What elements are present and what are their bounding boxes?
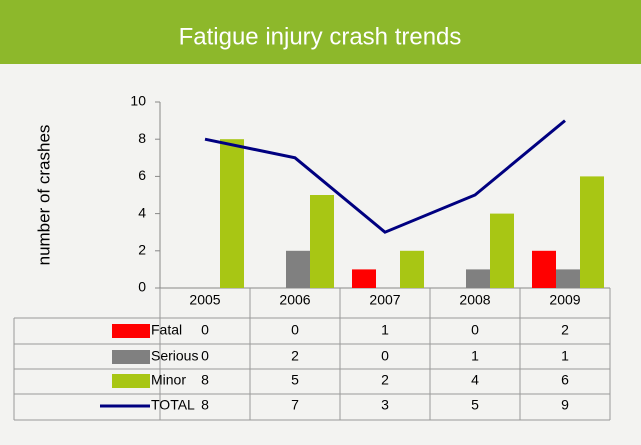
y-tick-label: 6 <box>138 167 146 183</box>
table-cell: 1 <box>381 322 389 338</box>
table-cell: 9 <box>561 397 569 413</box>
bar <box>490 213 514 288</box>
table-cell: 7 <box>291 397 299 413</box>
y-tick-label: 0 <box>138 279 146 295</box>
bar <box>352 269 376 288</box>
x-tick-label: 2009 <box>549 292 580 308</box>
y-tick-label: 4 <box>138 204 146 220</box>
table-cell: 8 <box>201 397 209 413</box>
legend-key <box>112 324 150 338</box>
table-cell: 0 <box>471 322 479 338</box>
legend-label: TOTAL <box>151 397 195 413</box>
x-tick-label: 2008 <box>459 292 490 308</box>
bar <box>580 176 604 288</box>
y-axis-label: number of crashes <box>34 125 53 266</box>
y-tick-label: 2 <box>138 242 146 258</box>
bar <box>466 269 490 288</box>
y-tick-label: 10 <box>130 93 146 109</box>
table-cell: 5 <box>291 372 299 388</box>
legend-label: Serious <box>151 348 198 364</box>
table-cell: 1 <box>471 348 479 364</box>
table-cell: 0 <box>201 348 209 364</box>
table-cell: 0 <box>291 322 299 338</box>
bar <box>400 250 424 288</box>
table-cell: 2 <box>561 322 569 338</box>
x-tick-label: 2007 <box>369 292 400 308</box>
bar <box>220 139 244 288</box>
y-tick-label: 8 <box>138 130 146 146</box>
bar <box>556 269 580 288</box>
table-cell: 6 <box>561 372 569 388</box>
table-cell: 8 <box>201 372 209 388</box>
table-cell: 2 <box>381 372 389 388</box>
table-cell: 1 <box>561 348 569 364</box>
bar <box>532 250 556 288</box>
table-cell: 3 <box>381 397 389 413</box>
table-cell: 2 <box>291 348 299 364</box>
table-cell: 0 <box>201 322 209 338</box>
x-tick-label: 2005 <box>189 292 220 308</box>
bar <box>286 250 310 288</box>
title-bar <box>0 0 641 64</box>
legend-key <box>112 350 150 364</box>
table-cell: 0 <box>381 348 389 364</box>
x-tick-label: 2006 <box>279 292 310 308</box>
table-cell: 5 <box>471 397 479 413</box>
legend-label: Minor <box>151 372 186 388</box>
line-series <box>204 119 566 234</box>
bar <box>310 195 334 288</box>
legend-key <box>112 374 150 388</box>
chart-title: Fatigue injury crash trends <box>179 23 462 50</box>
table-cell: 4 <box>471 372 479 388</box>
legend-label: Fatal <box>151 322 182 338</box>
